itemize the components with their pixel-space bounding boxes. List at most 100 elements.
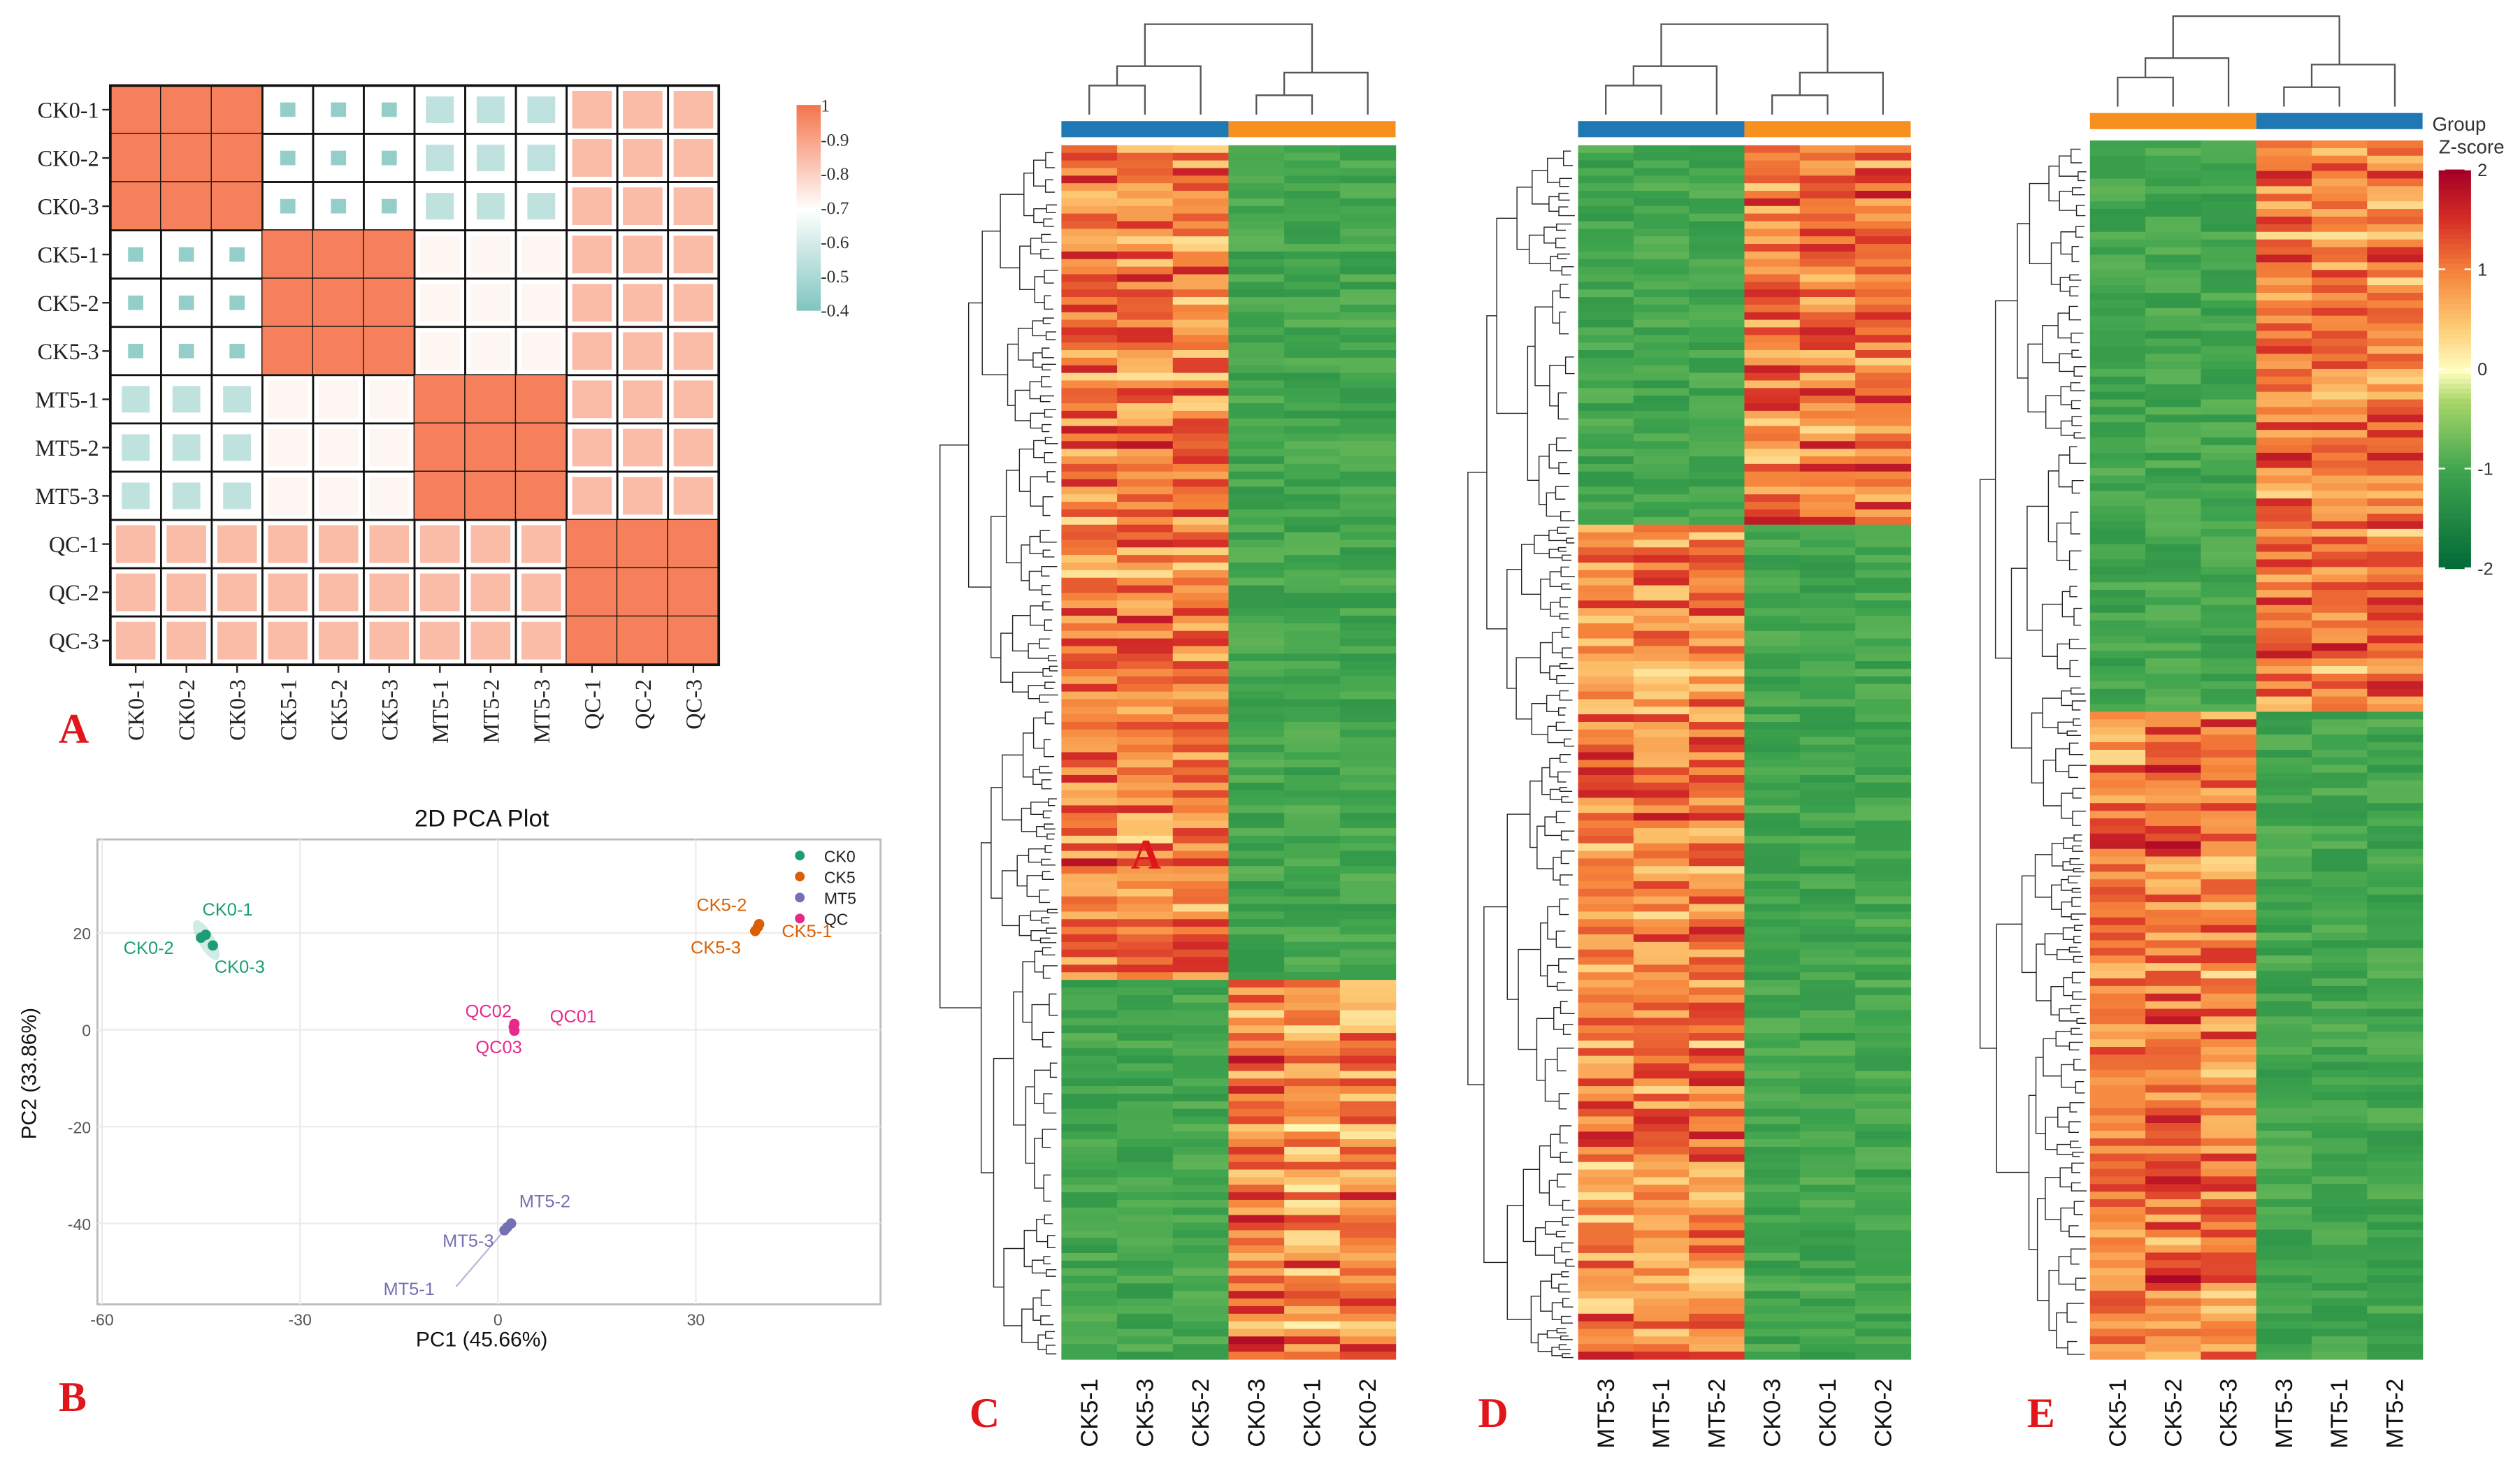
heatmap-cell bbox=[2367, 361, 2424, 370]
heatmap-cell bbox=[2201, 1268, 2257, 1276]
heatmap-cell bbox=[2089, 856, 2146, 865]
heatmap-cell bbox=[2089, 528, 2146, 537]
heatmap-cell bbox=[2089, 551, 2146, 560]
row-dendrogram-branch bbox=[1041, 565, 1058, 577]
heatmap-cell bbox=[1744, 1238, 1801, 1246]
heatmap-cell bbox=[1061, 555, 1118, 563]
row-dendrogram-branch bbox=[1560, 511, 1575, 521]
heatmap-cell bbox=[1855, 1344, 1912, 1352]
heatmap-cell bbox=[2089, 971, 2146, 979]
heatmap-cell bbox=[2256, 468, 2312, 477]
heatmap-cell bbox=[2201, 277, 2257, 286]
heatmap-cell bbox=[1061, 160, 1118, 169]
heatmap-cell bbox=[1689, 396, 1745, 404]
heatmap-cell bbox=[2089, 1001, 2146, 1010]
heatmap-cell bbox=[1284, 410, 1341, 419]
heatmap-cell bbox=[1578, 494, 1634, 502]
colorbar-segment bbox=[796, 275, 821, 280]
row-dendrogram-branch bbox=[1562, 1353, 1574, 1359]
heatmap-cell bbox=[1228, 205, 1285, 215]
heatmap-cell bbox=[1284, 1321, 1341, 1330]
heatmap-cell bbox=[1172, 980, 1230, 988]
heatmap-cell bbox=[2312, 498, 2368, 507]
heatmap-cell bbox=[1744, 1033, 1801, 1041]
heatmap-cell bbox=[2201, 635, 2257, 644]
heatmap-cell bbox=[1689, 342, 1745, 351]
heatmap-cell bbox=[2201, 224, 2257, 233]
heatmap-cell bbox=[1172, 524, 1230, 533]
heatmap-cell bbox=[1633, 646, 1690, 654]
heatmap-cell bbox=[1061, 191, 1118, 199]
heatmap-cell bbox=[1855, 744, 1912, 753]
heatmap-cell bbox=[2367, 864, 2424, 873]
heatmap-cell bbox=[2256, 559, 2312, 568]
heatmap-cell bbox=[1284, 274, 1341, 282]
heatmap-cell bbox=[1744, 608, 1801, 616]
heatmap-cell bbox=[1117, 874, 1174, 882]
row-dendrogram-branch bbox=[1043, 739, 1055, 758]
correlation-value-mark bbox=[122, 434, 150, 461]
correlation-value-mark bbox=[566, 616, 618, 665]
heatmap-cell bbox=[2145, 902, 2202, 911]
heatmap-cell bbox=[2201, 368, 2257, 377]
heatmap-cell bbox=[1117, 1238, 1174, 1246]
heatmap-cell bbox=[2367, 567, 2424, 575]
heatmap-cell bbox=[2256, 437, 2312, 446]
heatmap-cell bbox=[2312, 1054, 2368, 1063]
heatmap-cell bbox=[2201, 1168, 2257, 1178]
heatmap-cell bbox=[2145, 1344, 2202, 1352]
heatmap-cell bbox=[1633, 1010, 1690, 1019]
row-dendrogram-branch bbox=[2072, 788, 2086, 799]
row-dendrogram-branch bbox=[1041, 585, 1052, 595]
heatmap-cell bbox=[1228, 1185, 1285, 1193]
heatmap-cell bbox=[1339, 1230, 1397, 1238]
heatmap-cell bbox=[1061, 350, 1118, 359]
heatmap-cell bbox=[1117, 1291, 1174, 1299]
heatmap-cell bbox=[1228, 760, 1285, 768]
heatmap-cell bbox=[1339, 547, 1397, 556]
heatmap-cell bbox=[2367, 1100, 2424, 1108]
heatmap-cell bbox=[1633, 827, 1690, 837]
row-dendrogram-branch bbox=[1049, 993, 1058, 1016]
heatmap-cell bbox=[1284, 183, 1341, 191]
heatmap-cell bbox=[2367, 475, 2424, 484]
row-dendrogram-branch bbox=[1551, 1346, 1562, 1356]
heatmap-cell bbox=[2256, 331, 2312, 340]
heatmap-cell bbox=[2367, 1123, 2424, 1131]
colorbar-segment bbox=[796, 122, 821, 126]
heatmap-cell bbox=[1339, 335, 1397, 343]
heatmap-cell bbox=[2089, 711, 2146, 721]
row-dendrogram-branch bbox=[2062, 861, 2074, 871]
heatmap-cell bbox=[2312, 1199, 2368, 1208]
correlation-value-mark bbox=[465, 375, 517, 424]
heatmap-cell bbox=[2312, 140, 2368, 149]
row-dendrogram-branch bbox=[1018, 448, 1034, 492]
heatmap-cell bbox=[1228, 858, 1285, 867]
heatmap-cell bbox=[1172, 721, 1230, 730]
heatmap-cell bbox=[1855, 152, 1912, 161]
heatmap-cell bbox=[1578, 1093, 1634, 1102]
heatmap-cell bbox=[1339, 1146, 1397, 1155]
heatmap-cell bbox=[1689, 721, 1745, 730]
heatmap-cell bbox=[1799, 175, 1856, 184]
zscore-colorbar-segment bbox=[2438, 234, 2471, 240]
heatmap-cell bbox=[2312, 940, 2368, 949]
row-dendrogram-branch bbox=[1544, 816, 1562, 837]
heatmap-cell bbox=[2089, 1298, 2146, 1307]
heatmap-cell bbox=[1339, 980, 1397, 988]
heatmap-cell bbox=[2312, 1298, 2368, 1307]
heatmap-cell bbox=[2145, 582, 2202, 591]
heatmap-cell bbox=[2145, 772, 2202, 781]
heatmap-cell bbox=[2201, 1092, 2257, 1101]
column-label: CK0-3 bbox=[1244, 1379, 1270, 1447]
row-dendrogram-branch bbox=[1560, 1315, 1573, 1324]
correlation-value-mark bbox=[166, 573, 206, 612]
correlation-value-mark bbox=[115, 525, 156, 563]
heatmap-cell bbox=[2089, 848, 2146, 857]
heatmap-cell bbox=[2089, 483, 2146, 492]
heatmap-cell bbox=[1117, 418, 1174, 427]
heatmap-cell bbox=[1228, 532, 1285, 541]
row-dendrogram-branch bbox=[1033, 159, 1046, 187]
heatmap-cell bbox=[1799, 1010, 1856, 1019]
heatmap-cell bbox=[1228, 676, 1285, 685]
